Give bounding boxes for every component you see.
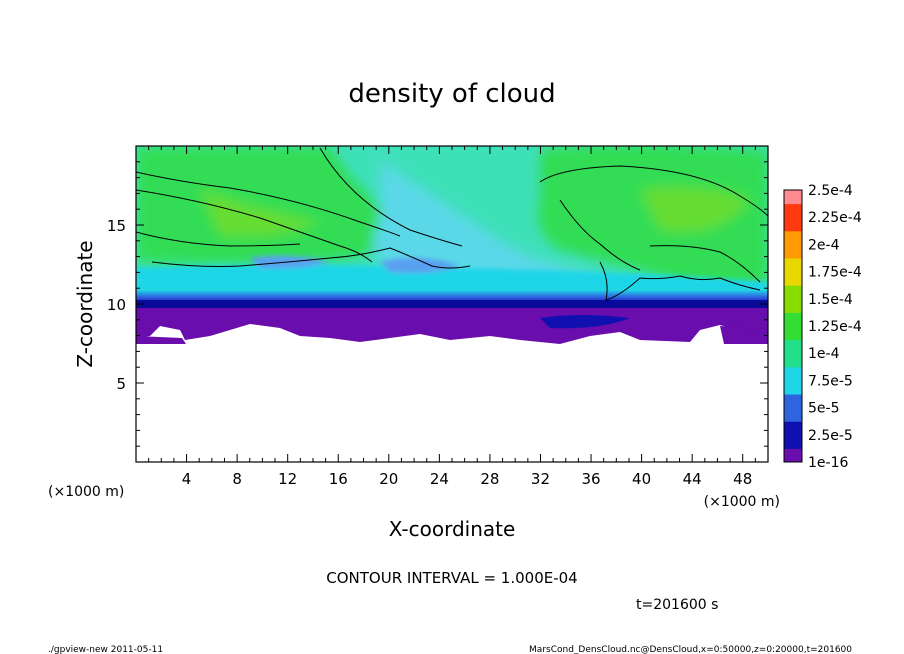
colorbar-swatch — [784, 203, 802, 218]
colorbar-label: 7.5e-5 — [808, 373, 853, 389]
x-tick-label: 28 — [480, 470, 499, 488]
colorbar-label: 2.5e-5 — [808, 428, 853, 444]
colorbar-swatch — [784, 326, 802, 341]
y-axis-label: Z-coordinate — [73, 240, 97, 367]
x-unit-right: (×1000 m) — [704, 494, 780, 510]
colorbar-swatch — [784, 394, 802, 409]
colorbar-swatch — [784, 339, 802, 354]
colorbar-swatch — [784, 407, 802, 422]
x-tick-label: 40 — [632, 470, 651, 488]
colorbar-swatch — [784, 312, 802, 327]
axis-ticks — [136, 146, 768, 462]
colorbar-frame — [783, 189, 803, 463]
colorbar-swatch — [784, 258, 802, 273]
colorbar-swatch — [784, 217, 802, 232]
colorbar-swatch — [784, 230, 802, 245]
colorbar-label: 1e-16 — [808, 455, 848, 471]
colorbar-swatch — [784, 366, 802, 381]
x-tick-label: 32 — [531, 470, 550, 488]
colorbar-swatch — [784, 353, 802, 368]
colorbar-swatch — [784, 298, 802, 313]
x-tick-label: 20 — [379, 470, 398, 488]
time-label: t=201600 s — [636, 597, 718, 613]
x-tick-label: 4 — [182, 470, 192, 488]
x-tick-label: 24 — [430, 470, 449, 488]
colorbar-swatch — [784, 434, 802, 449]
x-tick-label: 12 — [278, 470, 297, 488]
colorbar-label: 1.5e-4 — [808, 292, 853, 308]
colorbar-swatch — [784, 190, 802, 205]
x-axis-label: X-coordinate — [389, 517, 516, 541]
plot-field — [136, 146, 768, 462]
y-tick-label: 10 — [107, 296, 126, 314]
colorbar-swatch — [784, 380, 802, 395]
y-tick-label: 15 — [107, 217, 126, 235]
x-tick-label: 48 — [733, 470, 752, 488]
colorbar-swatch — [784, 448, 802, 463]
chart-title: density of cloud — [348, 79, 555, 109]
footer-right: MarsCond_DensCloud.nc@DensCloud,x=0:5000… — [529, 645, 852, 654]
colorbar-swatch — [784, 271, 802, 286]
y-tick-label: 5 — [116, 375, 126, 393]
x-tick-label: 8 — [232, 470, 242, 488]
colorbar-label: 1.25e-4 — [808, 319, 862, 335]
colorbar-swatch — [784, 421, 802, 436]
colorbar: 1e-16 2.5e-5 5e-5 7.5e-5 1e-4 1.25e-4 1.5e-4 1.… — [784, 183, 862, 471]
colorbar-label: 2.5e-4 — [808, 183, 853, 199]
x-tick-label: 16 — [329, 470, 348, 488]
colorbar-label: 5e-5 — [808, 401, 839, 417]
colorbar-swatch — [784, 244, 802, 259]
x-tick-label: 44 — [683, 470, 702, 488]
x-unit-left: (×1000 m) — [48, 484, 124, 500]
colorbar-label: 2e-4 — [808, 237, 840, 253]
colorbar-swatch — [784, 285, 802, 300]
footer-left: ./gpview-new 2011-05-11 — [48, 645, 163, 654]
contour-interval: CONTOUR INTERVAL = 1.000E-04 — [326, 569, 577, 587]
colorbar-label: 1e-4 — [808, 346, 840, 362]
x-tick-label: 36 — [581, 470, 600, 488]
colorbar-label: 1.75e-4 — [808, 265, 862, 281]
colorbar-label: 2.25e-4 — [808, 210, 862, 226]
